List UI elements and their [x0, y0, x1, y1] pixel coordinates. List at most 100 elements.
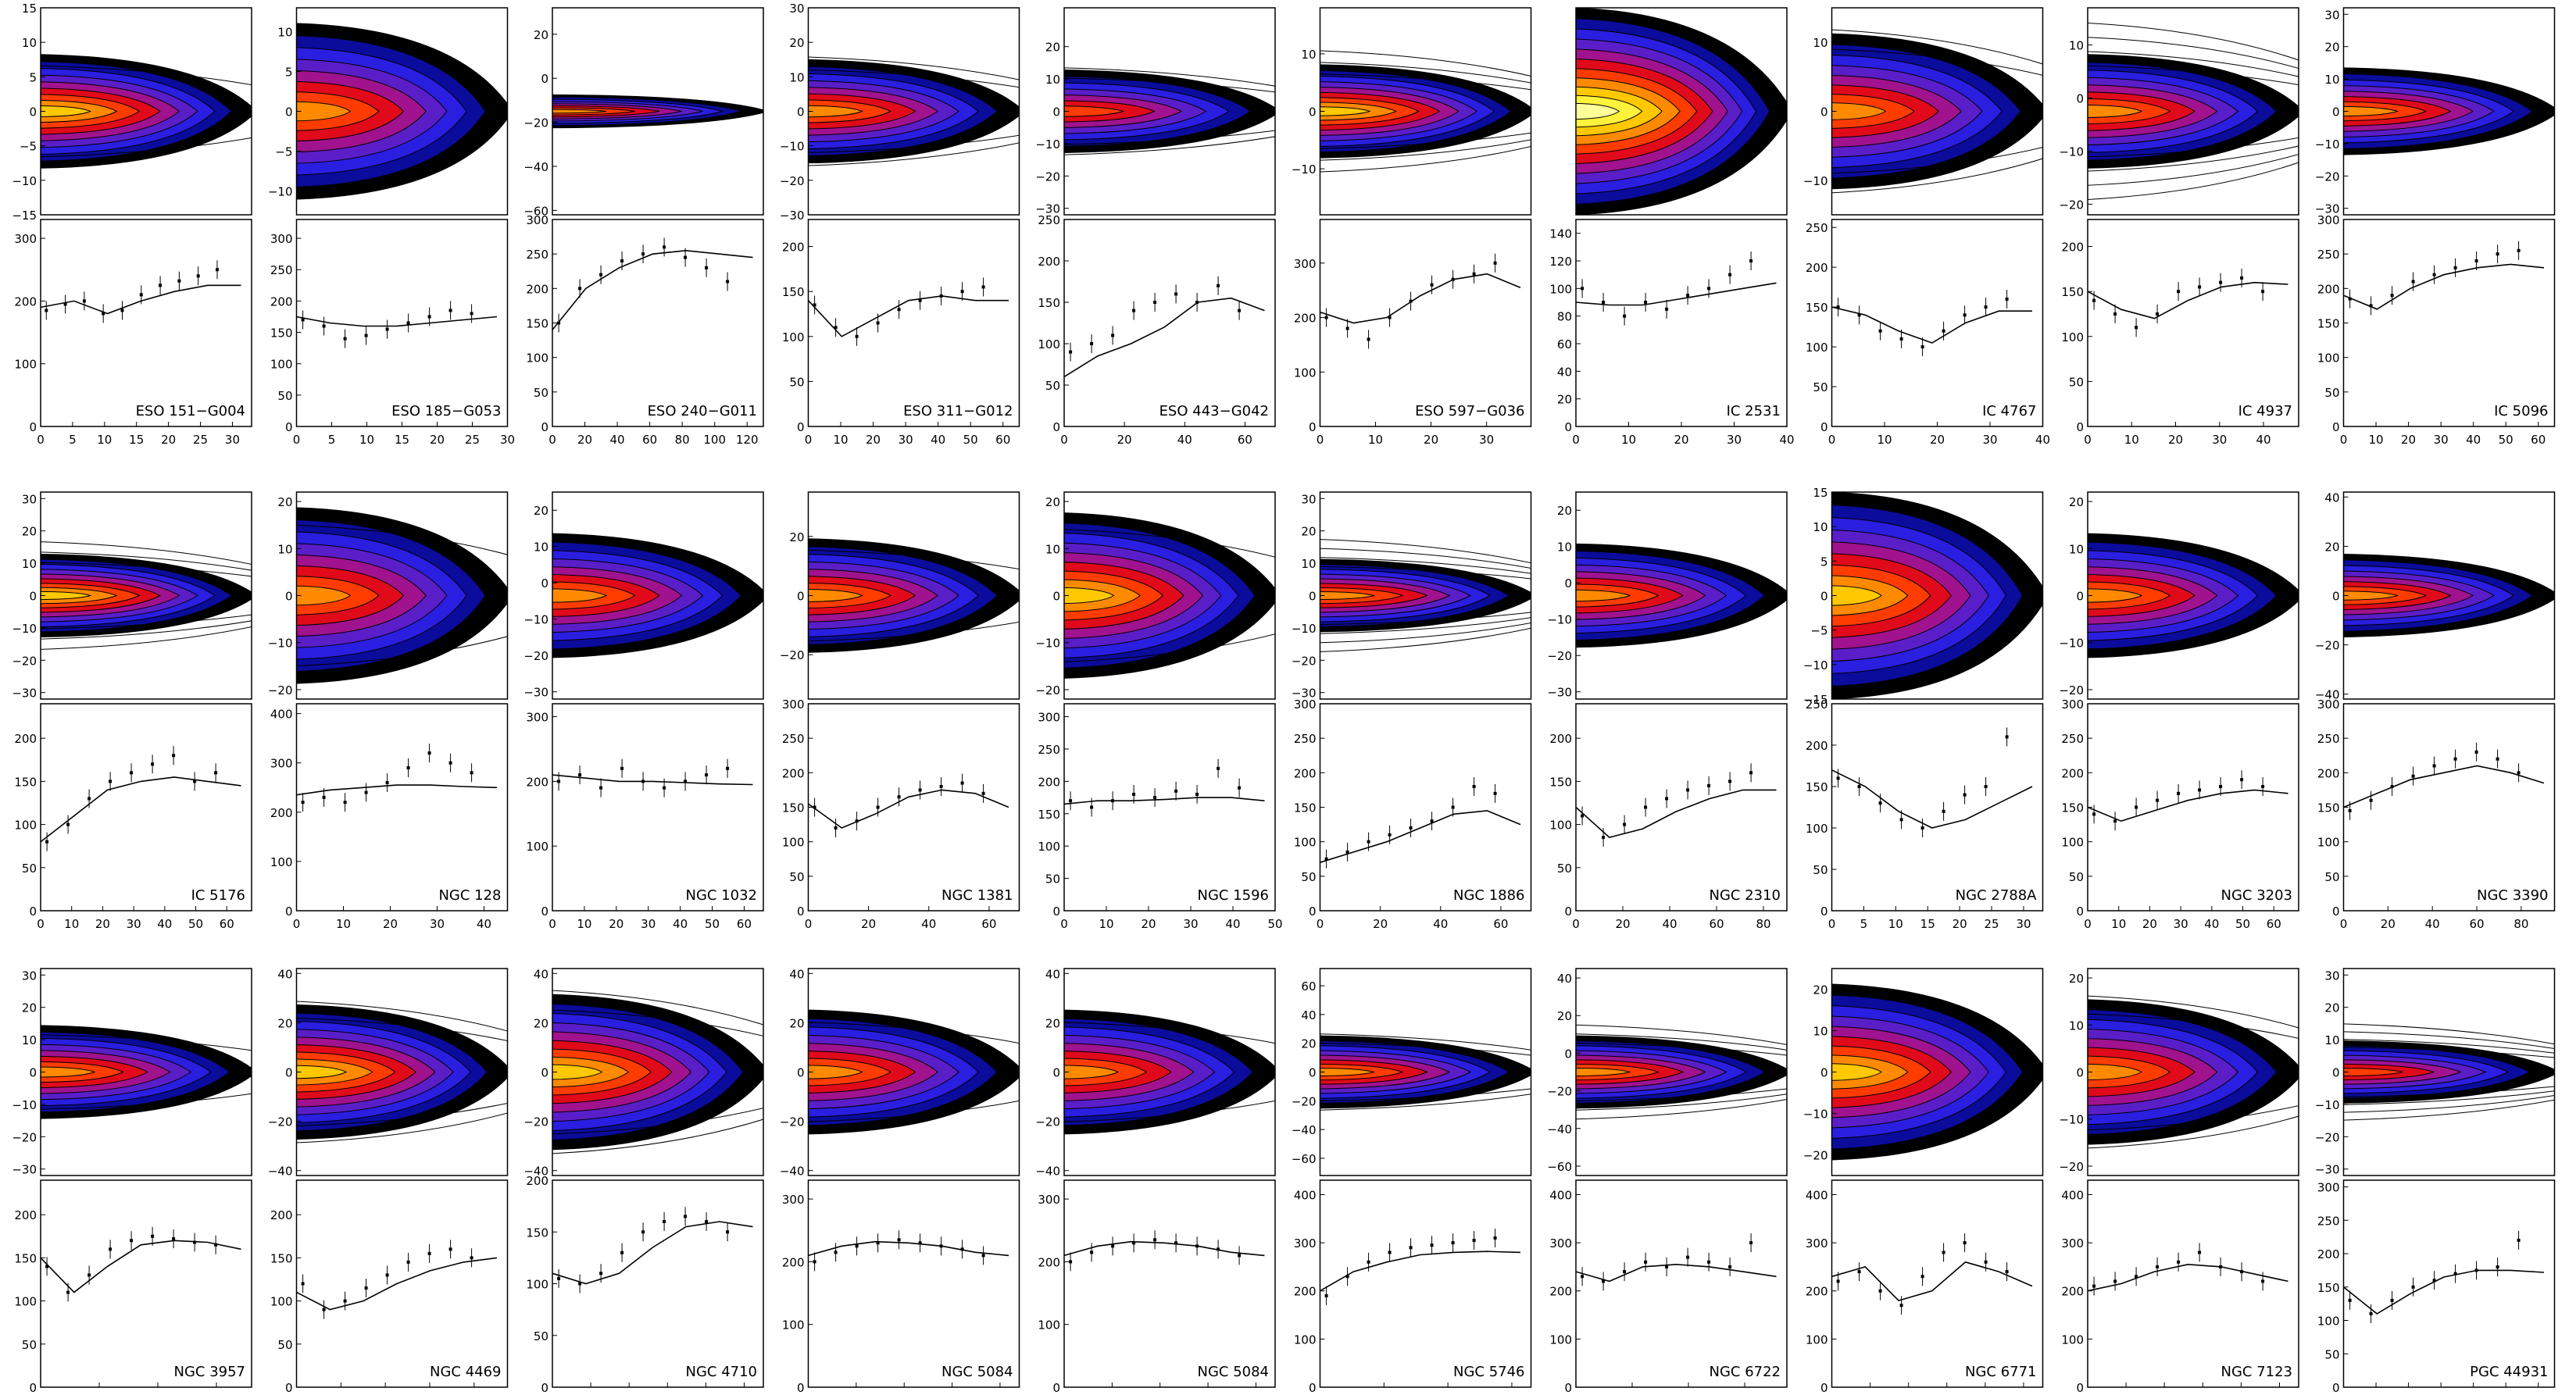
surface-brightness-map — [2088, 533, 2299, 658]
rc-ytick-label: 200 — [1294, 766, 1317, 780]
map-ytick-label: 0 — [1309, 590, 1317, 604]
rc-xtick-label: 0 — [1828, 1393, 1836, 1395]
map-ytick-label: −10 — [1803, 658, 1828, 673]
map-ytick-label: −30 — [1035, 202, 1060, 216]
data-point — [876, 321, 880, 325]
map-ytick-label: 0 — [2076, 1066, 2084, 1080]
model-isophote — [1831, 48, 2043, 76]
rc-ytick-label: 100 — [1549, 1333, 1572, 1347]
rc-xtick-label: 20 — [1117, 433, 1132, 447]
galaxy-label: ESO 240−G011 — [648, 403, 757, 419]
contour-level — [296, 101, 352, 122]
model-isophote — [296, 1112, 508, 1143]
rc-ytick-label: 400 — [1806, 1188, 1828, 1202]
model-isophote — [1064, 633, 1275, 662]
map-ytick-label: 20 — [2324, 1001, 2339, 1015]
rc-ytick-label: 80 — [1557, 310, 1572, 324]
data-point — [2517, 771, 2521, 775]
data-point — [301, 1282, 305, 1286]
map-ytick-label: −20 — [268, 683, 293, 698]
map-ytick-label: 30 — [22, 492, 37, 506]
surface-brightness-map — [1831, 983, 2043, 1161]
rc-xtick-label: 50 — [705, 917, 720, 931]
surface-brightness-map — [1064, 512, 1275, 679]
map-ytick-label: 5 — [285, 66, 293, 80]
model-rotation-curve — [296, 316, 498, 327]
data-point — [1324, 857, 1328, 861]
data-point — [939, 785, 943, 788]
data-point — [45, 840, 49, 844]
map-ytick-label: −10 — [1035, 137, 1060, 152]
contour-level — [1831, 585, 1882, 606]
map-ytick-label: −20 — [523, 649, 548, 663]
rc-xtick-label: 0 — [1060, 917, 1068, 931]
rotation-curve-frame — [2087, 703, 2299, 912]
rc-ytick-label: 200 — [14, 1208, 37, 1222]
galaxy-panel: 0 20 40 60 80 100 120 140 0 10 20 30 40 IC 2531 — [1549, 7, 1795, 447]
data-point — [2177, 1260, 2181, 1264]
map-ytick-label: −20 — [12, 1130, 37, 1144]
data-point — [1728, 780, 1732, 783]
model-isophote — [296, 636, 508, 667]
model-isophote — [808, 1022, 1020, 1044]
data-point — [2453, 757, 2457, 761]
rc-xtick-label: 10 — [359, 433, 374, 447]
rc-ytick-label: 250 — [526, 248, 548, 262]
data-point — [2113, 819, 2117, 823]
rc-xtick-label: 60 — [660, 1393, 675, 1395]
data-point — [684, 255, 688, 259]
model-isophote — [1320, 622, 1531, 644]
rc-ytick-label: 0 — [1564, 904, 1572, 919]
data-point — [1367, 840, 1370, 844]
rc-xtick-label: 30 — [430, 917, 445, 931]
map-ytick-label: −20 — [1547, 1085, 1572, 1099]
data-point — [620, 766, 624, 770]
data-point — [385, 1273, 389, 1277]
map-ytick-label: 0 — [1309, 1066, 1317, 1080]
data-point — [1493, 261, 1497, 265]
rc-ytick-label: 50 — [1045, 379, 1060, 393]
map-ytick-label: −30 — [12, 687, 37, 701]
model-rotation-curve — [807, 295, 1009, 337]
surface-brightness-map — [41, 1025, 252, 1119]
model-isophote — [1576, 1024, 1787, 1046]
model-isophote — [1064, 130, 1275, 145]
data-point — [1686, 294, 1690, 298]
model-isophote — [1320, 548, 1531, 569]
map-ytick-label: 10 — [2069, 39, 2084, 53]
data-point — [813, 1260, 816, 1264]
rotation-curve-frame — [1063, 703, 1276, 912]
contour-level — [1576, 1067, 1631, 1077]
data-point — [2092, 812, 2096, 816]
rc-xtick-label: 20 — [866, 433, 881, 447]
rc-xtick-label: 0 — [2084, 917, 2092, 931]
rc-ytick-label: 100 — [1294, 836, 1317, 850]
data-point — [1069, 350, 1073, 354]
rc-ytick-label: 250 — [782, 732, 805, 746]
rc-xtick-label: 0 — [548, 1393, 556, 1395]
rc-ytick-label: 120 — [1549, 255, 1572, 269]
surface-brightness-map — [1320, 539, 1531, 652]
rotation-curve-frame — [40, 1179, 252, 1388]
rc-ytick-label: 100 — [2061, 836, 2084, 850]
map-ytick-label: −20 — [1803, 1149, 1828, 1163]
rc-ytick-label: 200 — [270, 1208, 293, 1222]
rc-xtick-label: 20 — [1930, 433, 1945, 447]
model-rotation-curve — [40, 776, 241, 843]
map-ytick-label: −20 — [1035, 169, 1060, 184]
map-ytick-label: −10 — [2059, 637, 2084, 651]
rc-ytick-label: 100 — [1806, 341, 1828, 355]
map-ytick-label: 10 — [789, 70, 804, 84]
data-point — [301, 801, 305, 805]
rc-ytick-label: 150 — [2317, 1281, 2340, 1295]
rc-ytick-label: 200 — [782, 766, 805, 780]
galaxy-label: NGC 6722 — [1709, 1364, 1781, 1380]
contour-level — [2088, 105, 2143, 118]
rc-xtick-label: 40 — [2425, 917, 2440, 931]
model-isophote — [1064, 77, 1275, 93]
map-ytick-label: 30 — [2324, 8, 2339, 22]
data-point — [109, 780, 113, 783]
rc-xtick-label: 40 — [2234, 1393, 2249, 1395]
model-rotation-curve — [808, 789, 1009, 829]
